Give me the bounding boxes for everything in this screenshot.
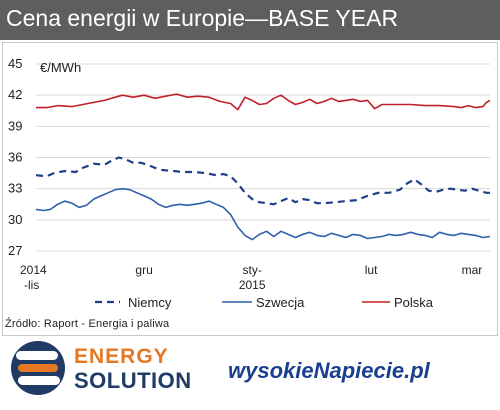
series-line-szwecja: [35, 187, 491, 241]
x-tick-label-3: lut: [365, 263, 378, 277]
energy-solution-logo-icon: [11, 341, 65, 395]
energy-solution-logo-line1: ENERGY: [74, 345, 169, 368]
legend-label-szwecja: Szwecja: [256, 295, 305, 310]
chart-frame: [2, 42, 498, 336]
series-line-polska: [36, 93, 491, 111]
y-axis-label: €/MWh: [40, 60, 81, 75]
x-tick-label-1: gru: [135, 263, 152, 277]
x-tick-label-4: mar: [462, 263, 483, 277]
chart-title: Cena energii w Europie—BASE YEAR: [6, 5, 399, 31]
energy-solution-logo-line2: SOLUTION: [74, 368, 192, 393]
y-tick-label-39: 39: [8, 118, 22, 133]
wysokie-napiecie-logo: wysokieNapiecie.pl: [228, 358, 430, 383]
legend-label-polska: Polska: [394, 295, 434, 310]
x-tick-label-2: sty-: [243, 263, 262, 277]
price-chart: 27 30 33 36 39 42 45 €/MWh 2014-lis gru sty-2015 lu…: [8, 56, 491, 310]
series-line-niemcy: [35, 156, 490, 206]
legend-label-niemcy: Niemcy: [128, 295, 172, 310]
y-tick-label-45: 45: [8, 56, 22, 71]
y-tick-label-33: 33: [8, 181, 22, 196]
x-tick-label-2-line2: 2015: [239, 278, 266, 292]
x-tick-label-0: 2014: [20, 263, 47, 277]
y-tick-label-27: 27: [8, 243, 22, 258]
title-bar: Cena energii w Europie—BASE YEAR: [0, 0, 500, 40]
x-tick-label-0-line2: -lis: [24, 278, 39, 292]
y-tick-label-42: 42: [8, 87, 22, 102]
y-tick-label-30: 30: [8, 212, 22, 227]
y-tick-label-36: 36: [8, 150, 22, 165]
source-note: Źródło: Raport - Energia i paliwa: [5, 318, 170, 330]
